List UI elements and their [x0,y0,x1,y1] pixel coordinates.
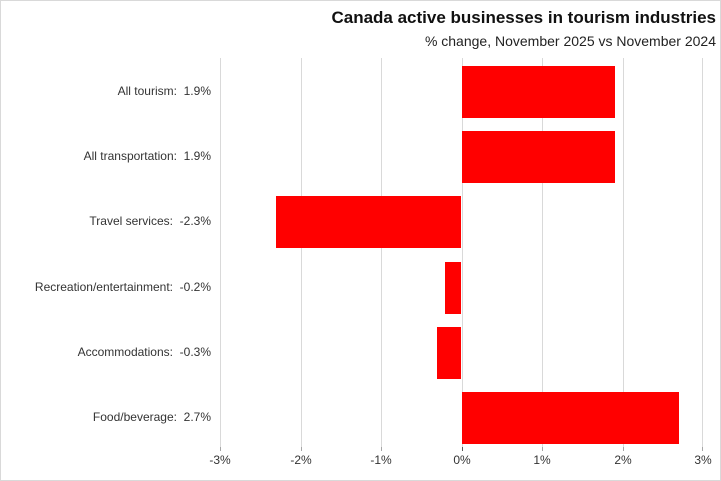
category-axis-labels: All tourism: 1.9% All transportation: 1.9… [1,58,211,447]
gridline [542,58,543,447]
bar-food-beverage [462,392,679,444]
gridline [623,58,624,447]
category-label: All transportation: 1.9% [83,149,211,163]
zero-tick-mark [462,447,463,451]
x-tick-label: -2% [290,453,312,467]
bar-travel-services [276,196,461,248]
chart-subtitle: % change, November 2025 vs November 2024 [424,33,716,49]
bar-all-tourism [462,66,615,118]
bar-all-transportation [462,131,615,183]
bar-accommodations [437,327,461,379]
x-tick-label: -1% [370,453,392,467]
category-label: Recreation/entertainment: -0.2% [34,280,211,294]
gridline [462,58,463,447]
tick-mark [623,447,624,451]
tick-mark [220,447,221,451]
category-label: Accommodations: -0.3% [77,345,211,359]
gridline [381,58,382,447]
tick-mark [702,447,703,451]
gridline [220,58,221,447]
chart-title: Canada active businesses in tourism indu… [331,8,716,27]
category-label: All tourism: 1.9% [117,84,211,98]
x-tick-label: 1% [533,453,551,467]
x-tick-label: 3% [694,453,712,467]
x-tick-label: -3% [209,453,231,467]
tick-mark [542,447,543,451]
category-label: Food/beverage: 2.7% [92,410,211,424]
gridline [301,58,302,447]
category-label: Travel services: -2.3% [89,214,211,228]
x-tick-label: 2% [614,453,632,467]
tick-mark [381,447,382,451]
value-axis-labels: -3% -2% -1% 0% 1% 2% 3% [209,453,711,471]
tick-mark [301,447,302,451]
bar-recreation-entertainment [445,262,461,314]
plot-area [220,58,703,451]
x-tick-label: 0% [453,453,471,467]
gridline [702,58,703,447]
